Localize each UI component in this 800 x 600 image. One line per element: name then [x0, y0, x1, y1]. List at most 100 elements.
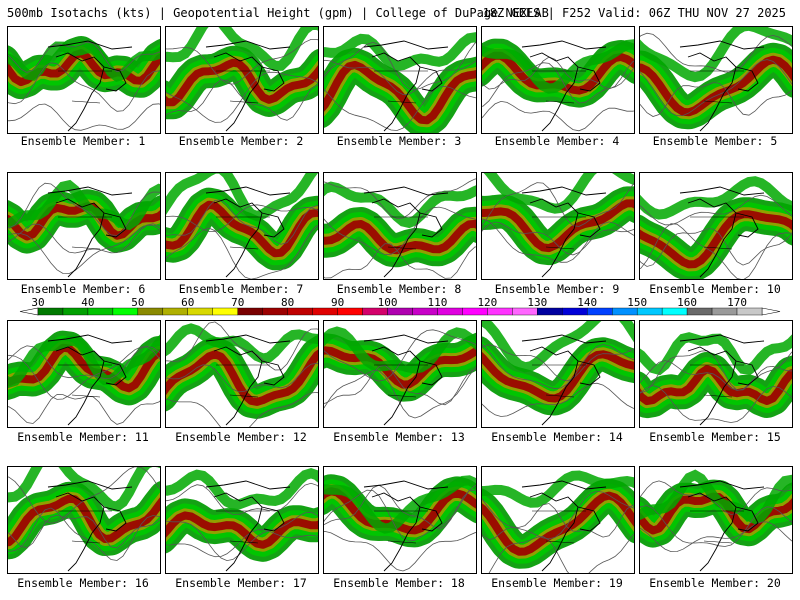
- height-contour: [166, 321, 318, 371]
- country-border: [690, 510, 744, 544]
- height-contour: [166, 225, 318, 279]
- member-label: Ensemble Member: 17: [175, 576, 307, 590]
- member-label: Ensemble Member: 7: [178, 282, 304, 296]
- height-contour: [640, 360, 792, 391]
- isotach-band: [324, 60, 476, 125]
- ensemble-map-graphic: [640, 176, 792, 279]
- coastline: [205, 480, 291, 572]
- height-contour: [8, 345, 160, 380]
- ensemble-map-14: [481, 320, 635, 428]
- colorbar-bin: [562, 307, 588, 316]
- height-contour: [640, 350, 792, 394]
- country-border: [58, 510, 112, 544]
- country-border: [374, 364, 428, 398]
- country-border: [690, 216, 744, 250]
- ensemble-map-15: [639, 320, 793, 428]
- colorbar-bin: [587, 307, 613, 316]
- ensemble-map-9: [481, 172, 635, 280]
- coastline: [363, 186, 449, 278]
- height-contour: [640, 480, 792, 515]
- colorbar-bin: [537, 307, 563, 316]
- country-border: [532, 70, 586, 104]
- isotach-band: [324, 181, 476, 229]
- country-border: [58, 364, 112, 398]
- height-contour: [8, 394, 160, 425]
- member-label: Ensemble Member: 16: [17, 576, 149, 590]
- country-border: [374, 70, 428, 104]
- colorbar-tick-label: 160: [677, 296, 697, 309]
- height-contour: [324, 59, 476, 96]
- height-contour: [324, 530, 476, 572]
- height-contour: [482, 221, 634, 256]
- height-contour: [324, 485, 476, 542]
- colorbar-bin: [512, 307, 538, 316]
- height-contour: [166, 482, 318, 516]
- coastline: [521, 186, 607, 278]
- coastline: [47, 40, 133, 132]
- colorbar-bin: [412, 307, 438, 316]
- isotach-band: [482, 491, 634, 556]
- height-contour: [488, 533, 634, 573]
- isotach-band: [482, 39, 634, 94]
- height-contour: [324, 41, 476, 91]
- ensemble-map-graphic: [324, 178, 476, 279]
- member-label: Ensemble Member: 3: [336, 134, 462, 148]
- colorbar-bin: [212, 307, 238, 316]
- coastline: [363, 480, 449, 572]
- colorbar-bin: [711, 307, 738, 316]
- colorbar-bin: [736, 307, 763, 316]
- coastline: [47, 334, 133, 426]
- country-border: [216, 510, 270, 544]
- ensemble-map-5: [639, 26, 793, 134]
- ensemble-map-graphic: [166, 468, 318, 572]
- country-border: [532, 510, 586, 544]
- country-border: [216, 364, 270, 398]
- height-contour: [640, 385, 792, 423]
- isotach-band: [640, 27, 792, 83]
- height-contour: [324, 178, 476, 220]
- height-contour: [8, 514, 160, 549]
- colorbar-bin: [487, 307, 513, 316]
- colorbar-bin: [337, 307, 363, 316]
- height-contour: [8, 223, 160, 254]
- colorbar-arrow-low: [19, 307, 39, 316]
- height-contour: [640, 505, 792, 547]
- member-label: Ensemble Member: 12: [175, 430, 307, 444]
- ensemble-map-graphic: [8, 179, 160, 278]
- isotach-band: [482, 350, 634, 403]
- ensemble-map-graphic: [482, 321, 634, 426]
- isotach-band: [640, 469, 792, 525]
- ensemble-map-graphic: [482, 173, 634, 278]
- height-contour: [8, 41, 160, 73]
- isotach-band: [166, 468, 318, 510]
- isotach-band: [324, 219, 476, 255]
- ensemble-map-16: [7, 466, 161, 574]
- colorbar-bin: [312, 307, 338, 316]
- isotach-band: [166, 173, 318, 222]
- isotach-band: [482, 199, 634, 253]
- member-label: Ensemble Member: 15: [649, 430, 781, 444]
- coastline: [679, 334, 765, 426]
- country-border: [690, 364, 744, 398]
- member-label: Ensemble Member: 13: [333, 430, 465, 444]
- member-label: Ensemble Member: 1: [20, 134, 146, 148]
- colorbar-bin: [636, 307, 663, 316]
- height-contour: [166, 79, 318, 121]
- colorbar-tick-label: 100: [378, 296, 398, 309]
- height-contour: [482, 100, 634, 132]
- height-contour: [640, 32, 792, 73]
- isotach-band: [324, 326, 476, 374]
- height-contour: [166, 362, 318, 393]
- coastline: [521, 40, 607, 132]
- country-border: [374, 510, 428, 544]
- country-border: [532, 216, 586, 250]
- coastline: [205, 40, 291, 132]
- ensemble-map-13: [323, 320, 477, 428]
- height-contour: [482, 503, 634, 541]
- isotach-band: [640, 332, 792, 376]
- ensemble-map-graphic: [640, 27, 792, 132]
- member-label: Ensemble Member: 6: [20, 282, 146, 296]
- colorbar-bin: [112, 307, 139, 316]
- colorbar-bin: [87, 307, 114, 316]
- ensemble-map-10: [639, 172, 793, 280]
